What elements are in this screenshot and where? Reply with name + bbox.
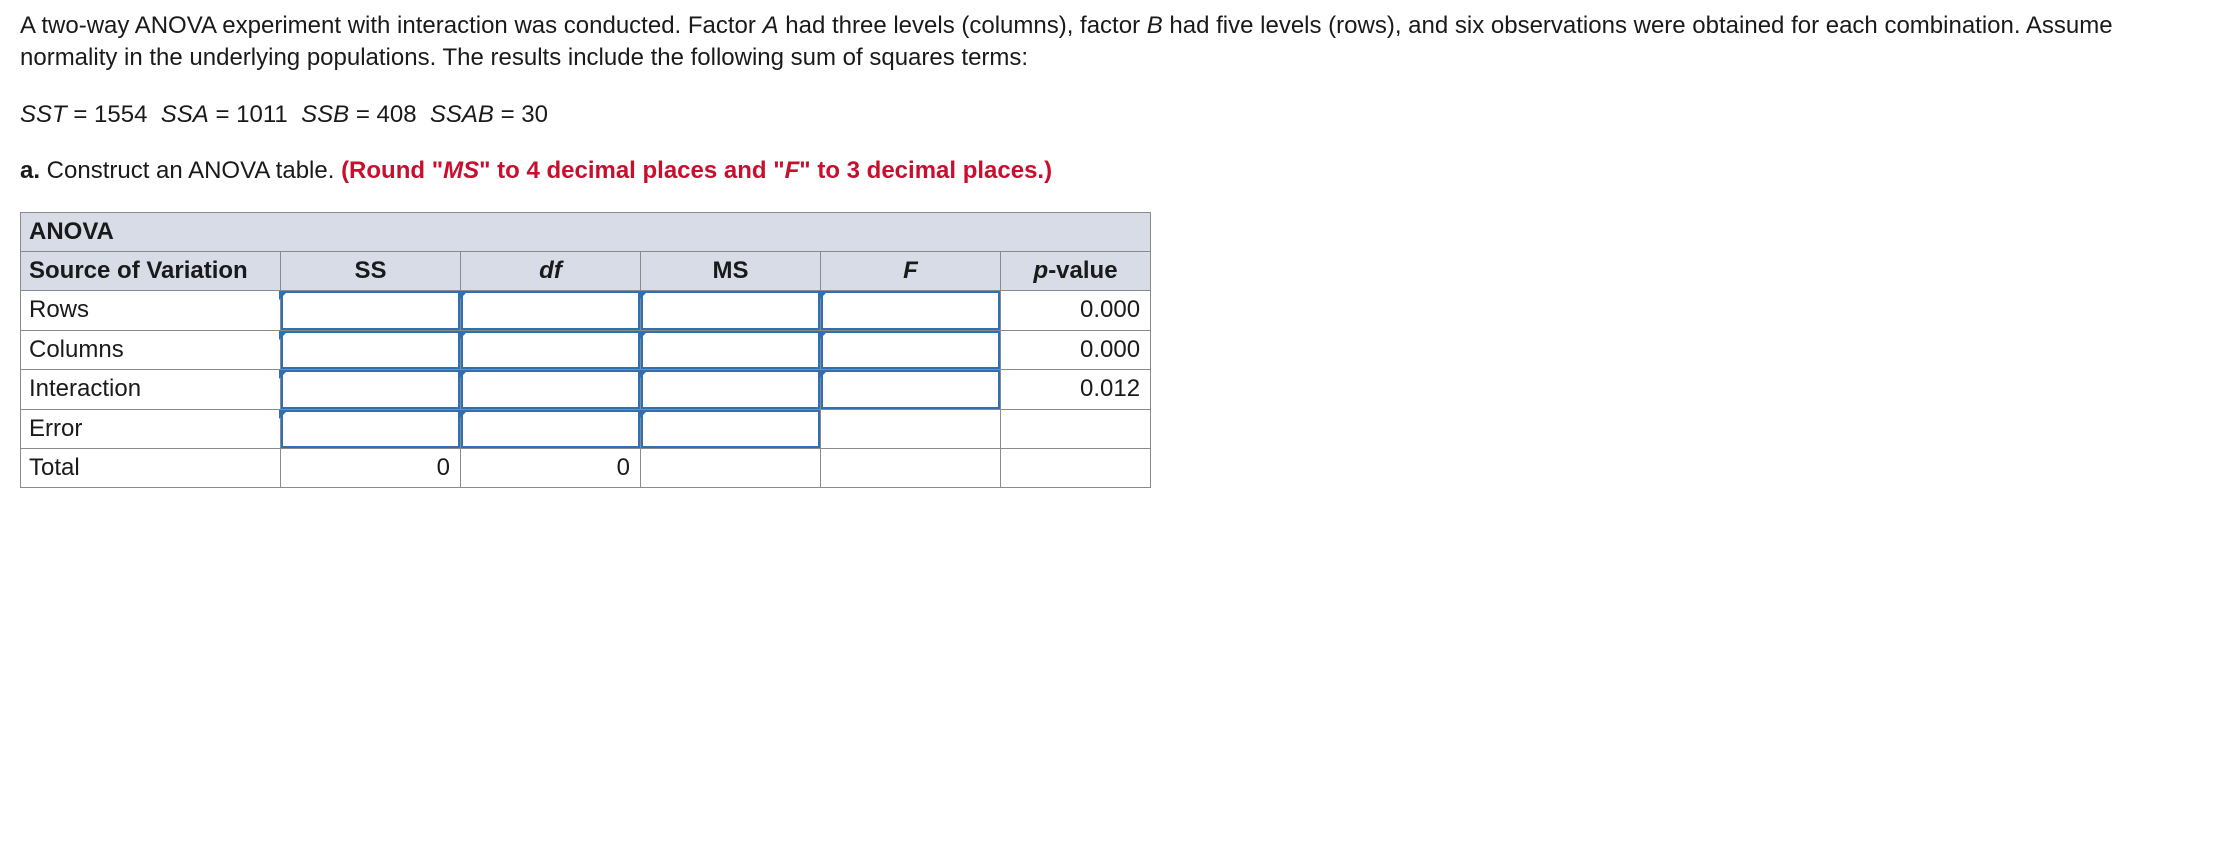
input-marker-icon: [639, 410, 648, 419]
row-label-total: Total: [21, 448, 281, 487]
input-marker-icon: [459, 331, 468, 340]
interaction-ss-cell[interactable]: [281, 370, 461, 409]
anova-title-row: ANOVA: [21, 212, 1151, 251]
interaction-f-cell[interactable]: [821, 370, 1001, 409]
columns-f-cell[interactable]: [821, 330, 1001, 369]
interaction-ms-cell[interactable]: [641, 370, 821, 409]
columns-df-input[interactable]: [461, 331, 640, 369]
row-label-columns: Columns: [21, 330, 281, 369]
columns-p-value: 0.000: [1001, 330, 1151, 369]
problem-paragraph: A two-way ANOVA experiment with interact…: [20, 10, 2211, 75]
columns-ss-input[interactable]: [281, 331, 460, 369]
columns-ms-cell[interactable]: [641, 330, 821, 369]
rows-ss-cell[interactable]: [281, 291, 461, 330]
rows-ms-cell[interactable]: [641, 291, 821, 330]
anova-title: ANOVA: [21, 212, 1151, 251]
error-ss-input[interactable]: [281, 410, 460, 448]
columns-df-cell[interactable]: [461, 330, 641, 369]
ssb-value: 408: [377, 101, 417, 128]
rows-f-input[interactable]: [821, 291, 1000, 329]
table-row-columns: Columns 0.000: [21, 330, 1151, 369]
ssab-value: 30: [521, 101, 548, 128]
col-header-ms: MS: [641, 251, 821, 290]
ssb-label: SSB: [301, 101, 349, 128]
input-marker-icon: [459, 410, 468, 419]
input-marker-icon: [279, 331, 288, 340]
input-marker-icon: [279, 370, 288, 379]
interaction-f-input[interactable]: [821, 370, 1000, 408]
total-df-value: 0: [461, 448, 641, 487]
interaction-df-input[interactable]: [461, 370, 640, 408]
rows-ss-input[interactable]: [281, 291, 460, 329]
error-f-cell-empty: [821, 409, 1001, 448]
ssa-label: SSA: [161, 101, 209, 128]
factor-a: A: [763, 12, 779, 39]
error-ms-input[interactable]: [641, 410, 820, 448]
row-label-error: Error: [21, 409, 281, 448]
columns-f-input[interactable]: [821, 331, 1000, 369]
input-marker-icon: [639, 331, 648, 340]
table-row-error: Error: [21, 409, 1151, 448]
part-a-line: a. Construct an ANOVA table. (Round "MS"…: [20, 155, 2211, 187]
part-a-text: Construct an ANOVA table.: [40, 157, 341, 184]
interaction-df-cell[interactable]: [461, 370, 641, 409]
total-f-cell-empty: [821, 448, 1001, 487]
problem-text-mid1: had three levels (columns), factor: [779, 12, 1147, 39]
interaction-ms-input[interactable]: [641, 370, 820, 408]
input-marker-icon: [639, 291, 648, 300]
input-marker-icon: [279, 410, 288, 419]
input-marker-icon: [819, 291, 828, 300]
input-marker-icon: [279, 291, 288, 300]
columns-ms-input[interactable]: [641, 331, 820, 369]
input-marker-icon: [639, 370, 648, 379]
row-label-rows: Rows: [21, 291, 281, 330]
anova-table: ANOVA Source of Variation SS df MS F p-v…: [20, 212, 1151, 489]
error-ms-cell[interactable]: [641, 409, 821, 448]
rows-f-cell[interactable]: [821, 291, 1001, 330]
rows-df-cell[interactable]: [461, 291, 641, 330]
error-p-value: [1001, 409, 1151, 448]
row-label-interaction: Interaction: [21, 370, 281, 409]
rows-ms-input[interactable]: [641, 291, 820, 329]
rows-df-input[interactable]: [461, 291, 640, 329]
col-header-ss: SS: [281, 251, 461, 290]
interaction-ss-input[interactable]: [281, 370, 460, 408]
table-row-rows: Rows 0.000: [21, 291, 1151, 330]
part-a-label: a.: [20, 157, 40, 184]
ssa-value: 1011: [236, 101, 288, 128]
input-marker-icon: [819, 370, 828, 379]
problem-text-prefix: A two-way ANOVA experiment with interact…: [20, 12, 763, 39]
input-marker-icon: [819, 331, 828, 340]
table-row-interaction: Interaction 0.012: [21, 370, 1151, 409]
error-df-input[interactable]: [461, 410, 640, 448]
columns-ss-cell[interactable]: [281, 330, 461, 369]
total-p-cell-empty: [1001, 448, 1151, 487]
part-a-hint: (Round "MS" to 4 decimal places and "F" …: [341, 157, 1052, 184]
col-header-df: df: [461, 251, 641, 290]
anova-header-row: Source of Variation SS df MS F p-value: [21, 251, 1151, 290]
formula-line: SST = 1554 SSA = 1011 SSB = 408 SSAB = 3…: [20, 99, 2211, 131]
interaction-p-value: 0.012: [1001, 370, 1151, 409]
rows-p-value: 0.000: [1001, 291, 1151, 330]
factor-b: B: [1147, 12, 1163, 39]
sst-value: 1554: [94, 101, 147, 128]
table-row-total: Total 0 0: [21, 448, 1151, 487]
input-marker-icon: [459, 370, 468, 379]
sst-label: SST: [20, 101, 67, 128]
total-ss-value: 0: [281, 448, 461, 487]
total-ms-cell-empty: [641, 448, 821, 487]
col-header-f: F: [821, 251, 1001, 290]
error-df-cell[interactable]: [461, 409, 641, 448]
input-marker-icon: [459, 291, 468, 300]
col-header-source: Source of Variation: [21, 251, 281, 290]
error-ss-cell[interactable]: [281, 409, 461, 448]
ssab-label: SSAB: [430, 101, 494, 128]
col-header-p: p-value: [1001, 251, 1151, 290]
